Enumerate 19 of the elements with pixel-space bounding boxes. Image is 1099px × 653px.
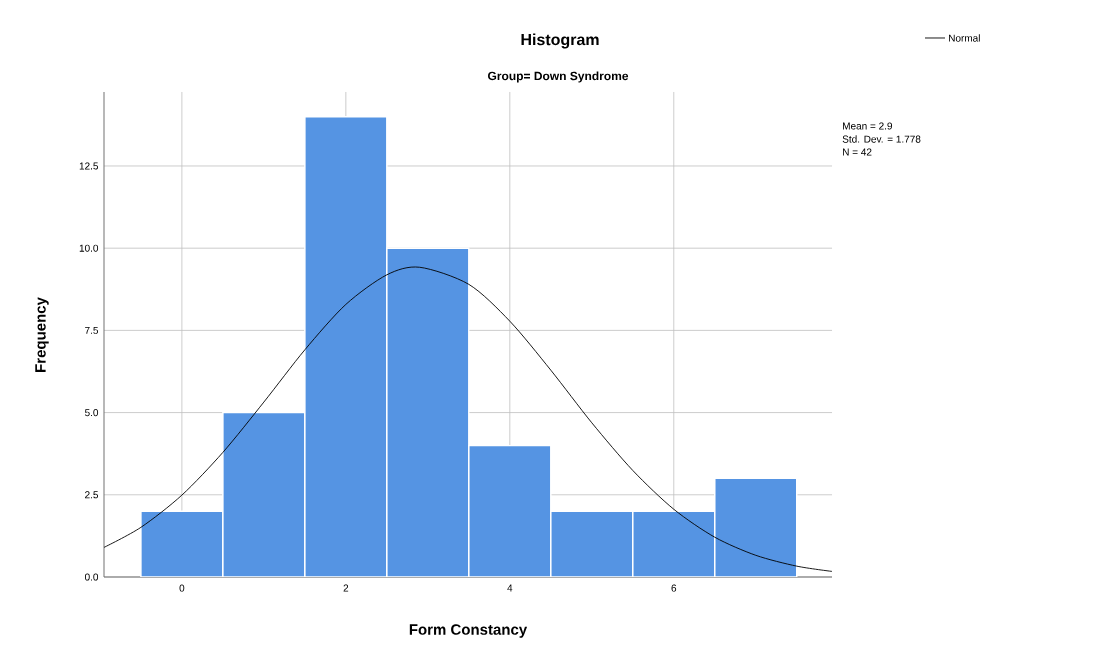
legend-label: Normal: [949, 34, 980, 42]
chart-title: Histogram: [521, 33, 599, 49]
line-series: [104, 266, 833, 572]
x-tick-label: 2: [343, 584, 349, 592]
x-tick-label: 0: [179, 584, 185, 592]
y-tick-label: 12.5: [79, 162, 99, 170]
text: Std. Dev. = 1.778: [842, 135, 921, 143]
chart-subtitle: Group= Down Syndrome: [487, 71, 629, 83]
y-tick-label: 2.5: [85, 491, 99, 499]
y-axis-title: Frequency: [35, 297, 49, 372]
x-tick-label: 4: [507, 584, 513, 592]
x-axis-title: Form Constancy: [409, 624, 528, 638]
y-tick-label: 0.0: [84, 573, 99, 581]
y-tick-label: 10.0: [79, 244, 99, 252]
y-tick-label: 5.0: [84, 409, 99, 417]
x-tick-label: 6: [671, 584, 677, 592]
text: Mean = 2.9: [843, 122, 893, 130]
text: N = 42: [843, 148, 872, 156]
y-tick-label: 7.5: [85, 326, 99, 334]
